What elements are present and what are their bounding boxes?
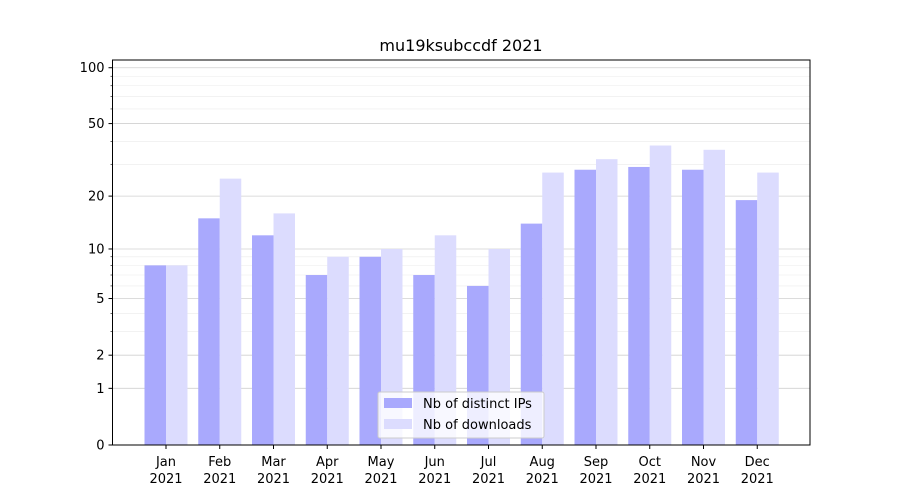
x-tick-label-year: 2021 <box>472 472 505 487</box>
bar-distinct-ips-may <box>359 256 381 445</box>
chart-title: mu19ksubccdf 2021 <box>379 36 542 55</box>
y-axis: 0 1 2 5 10 20 50 100 <box>80 61 113 454</box>
y-tick-label: 50 <box>88 117 105 132</box>
bar-distinct-ips-apr <box>305 275 328 445</box>
x-tick-label-year: 2021 <box>364 472 397 487</box>
bar-distinct-ips-feb <box>198 218 220 445</box>
x-tick-label-month: Dec <box>745 455 770 470</box>
bar-downloads-feb <box>219 178 242 445</box>
y-tick-label: 1 <box>96 382 104 397</box>
x-tick-label-year: 2021 <box>257 472 290 487</box>
x-tick-label-year: 2021 <box>741 472 774 487</box>
y-tick-label: 20 <box>88 190 105 205</box>
x-tick-label-month: Apr <box>316 455 339 470</box>
x-tick-label-year: 2021 <box>311 472 344 487</box>
bars-layer <box>144 145 779 445</box>
bar-downloads-oct <box>649 145 672 445</box>
x-tick-label-month: Jan <box>155 455 176 470</box>
bar-distinct-ips-dec <box>735 200 758 445</box>
legend-swatch-distinct-ips <box>384 398 412 408</box>
legend-label-distinct-ips: Nb of distinct IPs <box>423 397 532 412</box>
x-tick-label-year: 2021 <box>526 472 559 487</box>
x-tick-label-month: Nov <box>691 455 717 470</box>
bar-downloads-nov <box>703 149 725 445</box>
bar-distinct-ips-jan <box>144 265 166 445</box>
bar-distinct-ips-oct <box>628 166 650 445</box>
x-tick-label-month: May <box>368 455 395 470</box>
bar-downloads-dec <box>757 172 779 445</box>
legend-frame <box>377 391 545 439</box>
y-tick-label: 5 <box>96 292 104 307</box>
x-tick-label-year: 2021 <box>149 472 182 487</box>
y-tick-label: 10 <box>88 242 105 257</box>
bar-downloads-apr <box>327 256 349 445</box>
x-tick-label-month: Feb <box>208 455 231 470</box>
bar-distinct-ips-sep <box>574 169 596 445</box>
x-tick-label-month: Jun <box>424 455 445 470</box>
legend: Nb of distinct IPs Nb of downloads <box>377 391 545 439</box>
x-tick-label-year: 2021 <box>687 472 720 487</box>
bar-downloads-jan <box>166 265 188 445</box>
y-tick-label: 0 <box>96 439 104 454</box>
legend-swatch-downloads <box>384 419 412 429</box>
x-tick-label-year: 2021 <box>203 472 236 487</box>
x-tick-label-year: 2021 <box>579 472 612 487</box>
x-axis: Jan 2021 Feb 2021 Mar 2021 Apr 2021 May 2021 Jun 20… <box>149 445 774 487</box>
legend-label-downloads: Nb of downloads <box>423 418 532 433</box>
x-tick-label-month: Mar <box>261 455 286 470</box>
plot-frame <box>112 59 811 446</box>
x-tick-label-year: 2021 <box>633 472 666 487</box>
x-tick-label-month: Jul <box>480 455 497 470</box>
x-tick-label-month: Sep <box>584 455 609 470</box>
x-tick-label-month: Aug <box>530 455 555 470</box>
bar-distinct-ips-nov <box>682 169 704 445</box>
bar-downloads-aug <box>542 172 564 445</box>
bar-downloads-sep <box>596 159 618 445</box>
bar-downloads-mar <box>273 213 295 445</box>
y-tick-label: 2 <box>96 349 104 364</box>
x-tick-label-month: Oct <box>639 455 661 470</box>
x-tick-label-year: 2021 <box>418 472 451 487</box>
y-tick-label: 100 <box>80 61 105 76</box>
bar-distinct-ips-mar <box>252 235 274 445</box>
bar-distinct-ips-aug <box>520 223 543 445</box>
